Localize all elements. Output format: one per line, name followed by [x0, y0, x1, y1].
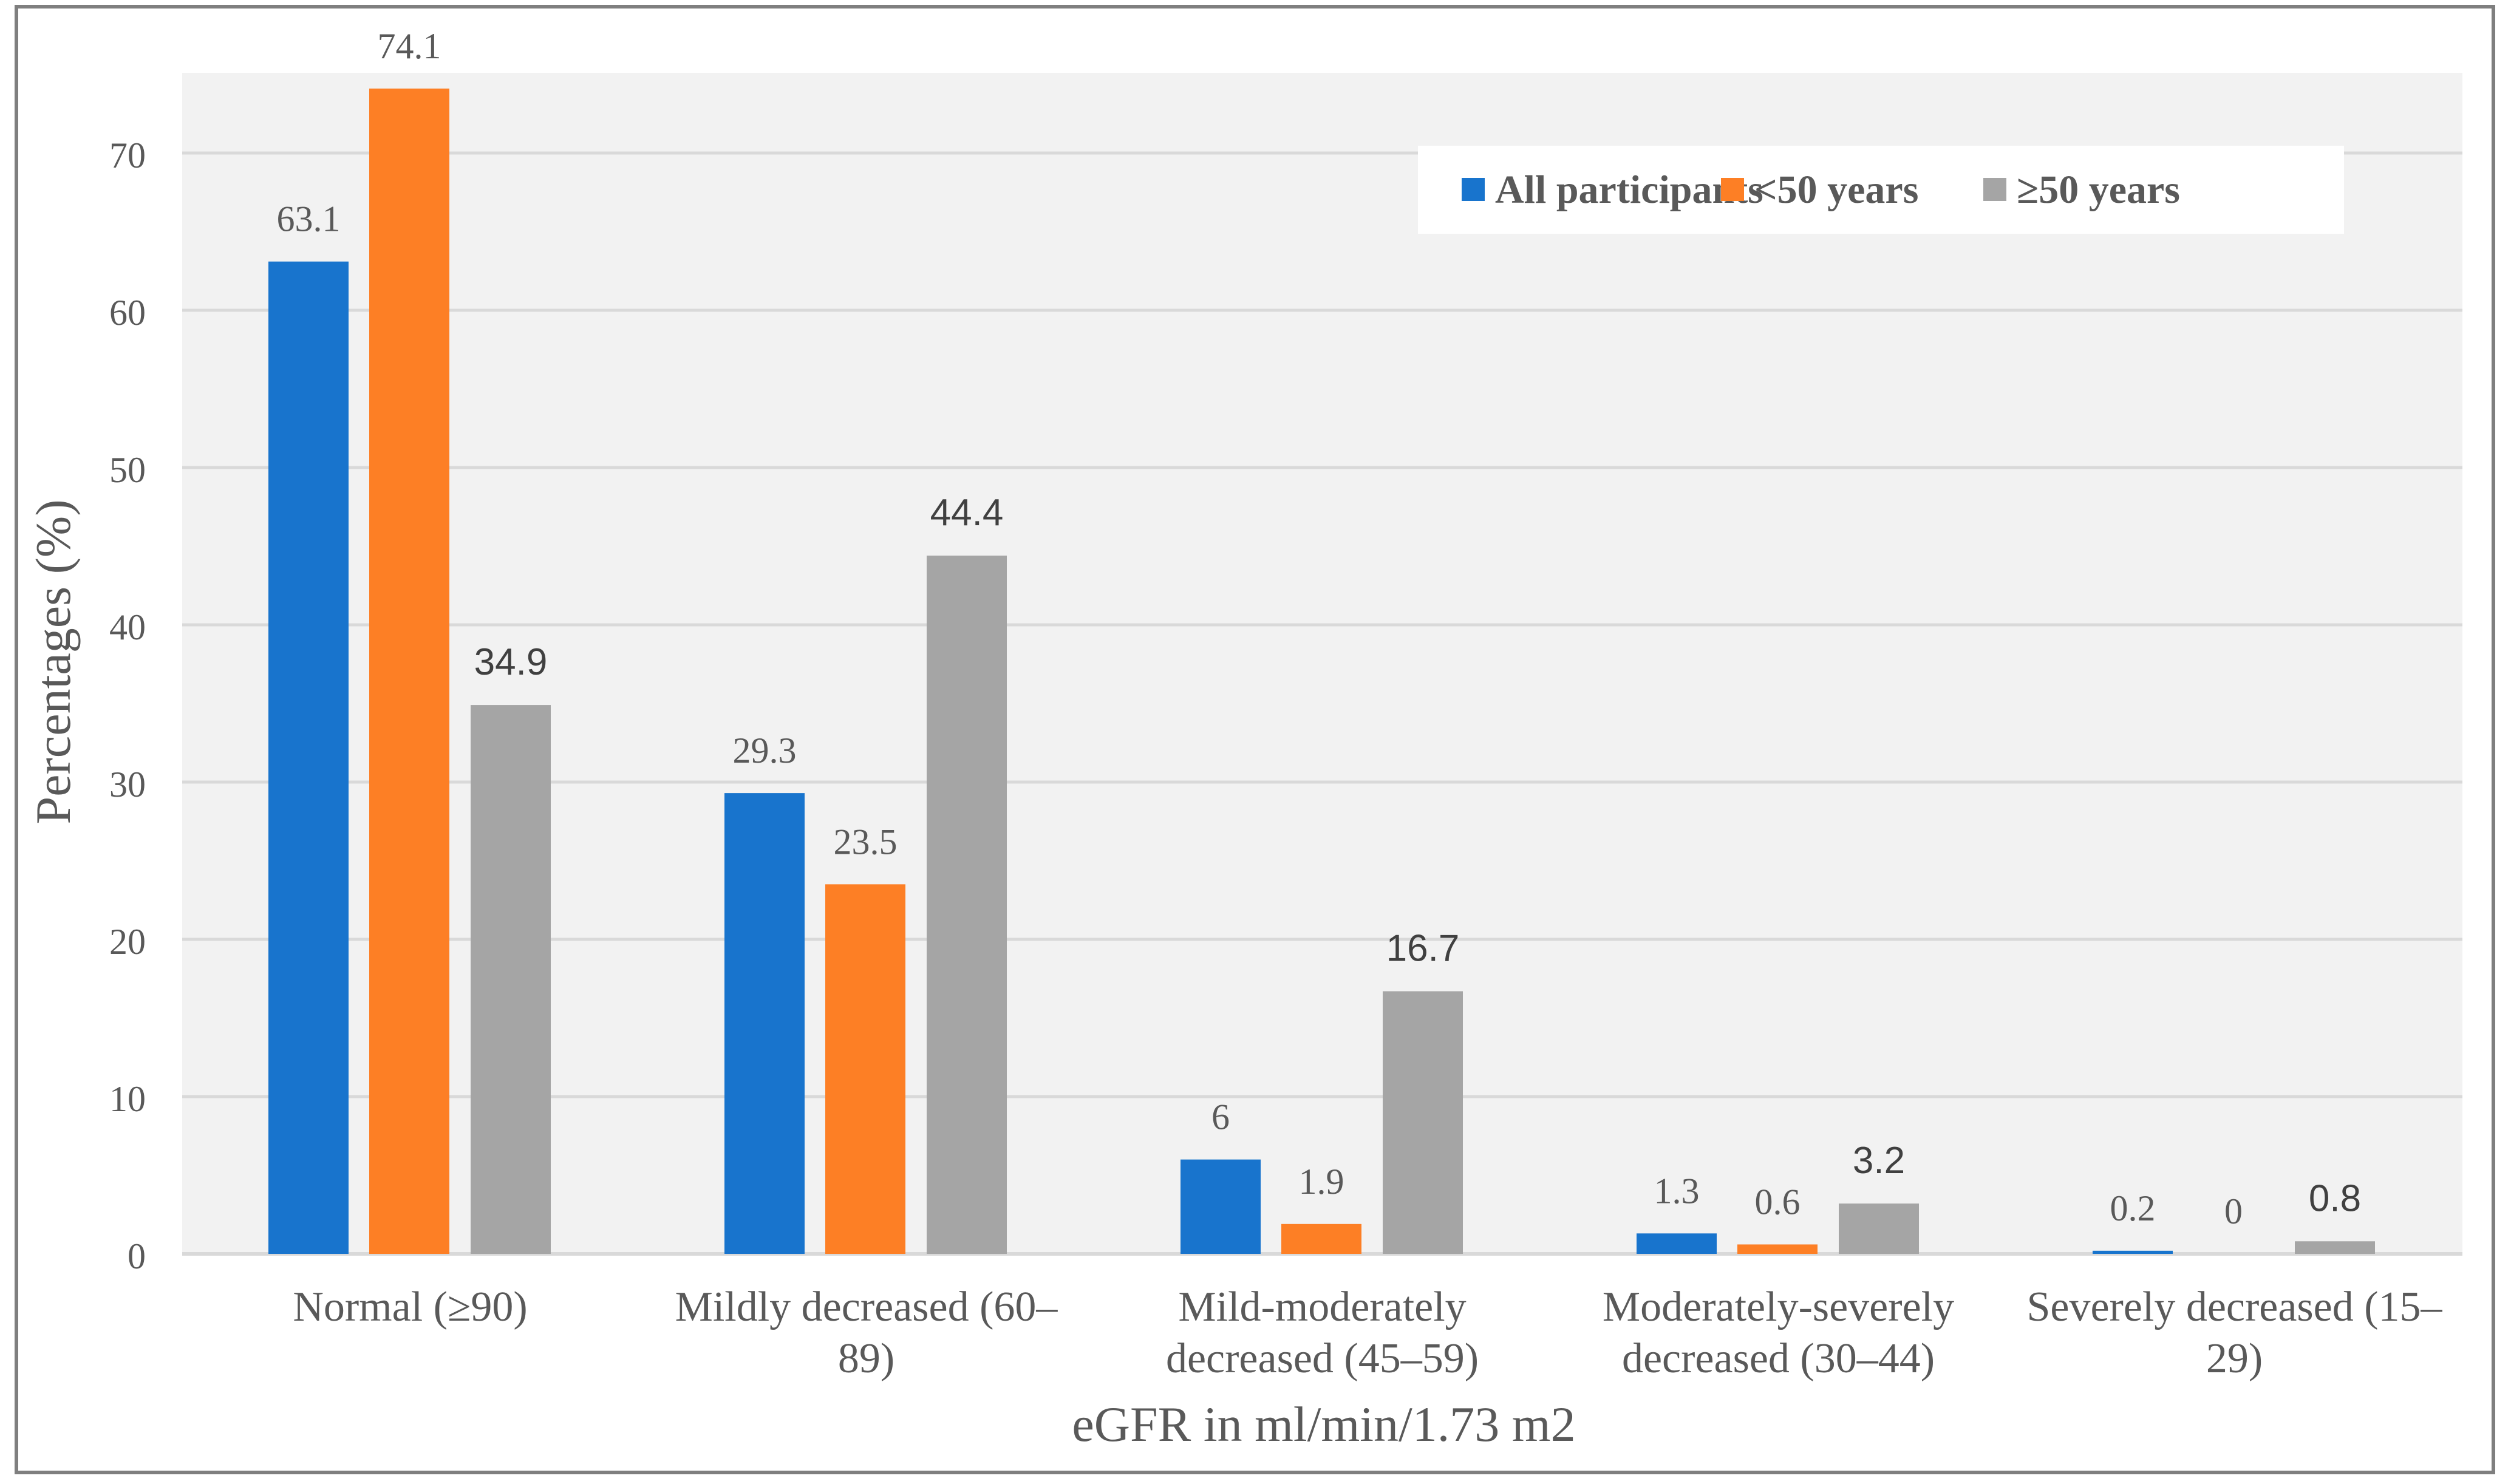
bar-series-0-cat-2: [1181, 1159, 1261, 1254]
data-label: 29.3: [733, 730, 797, 771]
x-tick-label: decreased (45–59): [1166, 1335, 1479, 1382]
x-tick-label: 89): [838, 1335, 894, 1382]
x-tick-label: Normal (≥90): [293, 1284, 527, 1330]
bar-series-2-cat-0: [471, 705, 551, 1254]
legend-box: [1418, 146, 2344, 234]
x-tick-label: 29): [2206, 1335, 2263, 1382]
y-tick-label: 30: [109, 764, 146, 805]
y-tick-label: 50: [109, 450, 146, 490]
bar-series-1-cat-3: [1737, 1244, 1818, 1254]
bar-series-0-cat-0: [268, 261, 349, 1254]
bar-series-2-cat-2: [1383, 991, 1463, 1254]
legend-swatch: [1983, 178, 2006, 201]
x-axis-label: eGFR in ml/min/1.73 m2: [1072, 1397, 1575, 1452]
y-axis-label: Percentages (%): [26, 499, 81, 824]
x-tick-label: Severely decreased (15–: [2026, 1284, 2442, 1330]
data-label: 0.6: [1755, 1182, 1801, 1222]
y-tick-label: 70: [109, 135, 146, 175]
data-label: 0.8: [2309, 1177, 2361, 1219]
legend: All participants<50 years ≥50 years: [1418, 146, 2344, 234]
bar-series-2-cat-1: [927, 556, 1007, 1254]
legend-label: <50 years: [1754, 168, 1918, 212]
y-tick-label: 0: [128, 1236, 146, 1276]
legend-label: All participants: [1495, 168, 1763, 212]
data-label: 3.2: [1853, 1140, 1905, 1182]
data-label: 6: [1211, 1097, 1230, 1137]
legend-swatch: [1721, 178, 1744, 201]
data-label: 23.5: [834, 822, 898, 862]
bar-series-2-cat-4: [2295, 1241, 2375, 1254]
x-tick-label: decreased (30–44): [1622, 1335, 1935, 1382]
data-label: 34.9: [474, 641, 548, 683]
x-tick-label: Mildly decreased (60–: [675, 1284, 1058, 1330]
bar-series-1-cat-1: [825, 884, 905, 1254]
data-label: 1.3: [1654, 1171, 1700, 1211]
data-label: 74.1: [378, 26, 441, 66]
y-tick-label: 10: [109, 1079, 146, 1119]
y-tick-label: 20: [109, 922, 146, 962]
legend-swatch: [1462, 178, 1485, 201]
data-label: 44.4: [930, 492, 1004, 534]
bar-series-1-cat-0: [369, 88, 449, 1254]
data-label: 0.2: [2110, 1188, 2156, 1228]
data-label: 0: [2224, 1191, 2243, 1231]
bar-series-1-cat-2: [1281, 1224, 1361, 1254]
x-tick-label: Mild-moderately: [1178, 1284, 1466, 1330]
bar-series-0-cat-4: [2093, 1250, 2173, 1254]
x-tick-label: Moderately-severely: [1603, 1284, 1954, 1330]
y-tick-label: 40: [109, 607, 146, 647]
legend-label: ≥50 years: [2017, 168, 2180, 212]
bar-series-0-cat-1: [724, 793, 805, 1254]
y-tick-label: 60: [109, 293, 146, 333]
bar-series-0-cat-3: [1637, 1233, 1717, 1254]
data-label: 16.7: [1386, 927, 1460, 969]
data-label: 1.9: [1299, 1162, 1344, 1202]
plot-area: [182, 73, 2462, 1254]
bar-series-2-cat-3: [1839, 1203, 1919, 1254]
data-label: 63.1: [277, 199, 341, 239]
